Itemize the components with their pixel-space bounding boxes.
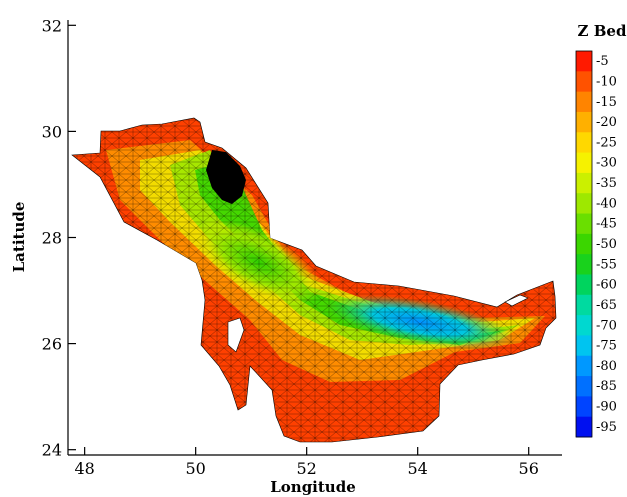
legend-label: -25 — [596, 135, 617, 150]
legend-swatch — [576, 355, 592, 377]
legend-label: -75 — [596, 339, 617, 354]
x-tick-label: 56 — [519, 459, 539, 478]
legend-swatch — [576, 233, 592, 255]
legend-label: -60 — [596, 278, 617, 293]
x-ticks: 48 50 52 54 56 — [74, 447, 539, 478]
x-axis-title: Longitude — [270, 478, 356, 496]
legend-label: -15 — [596, 95, 617, 110]
legend-swatch — [576, 315, 592, 336]
legend-label: -5 — [596, 54, 609, 69]
legend-label: -20 — [596, 115, 617, 130]
legend-label: -50 — [596, 237, 617, 252]
legend-swatch — [576, 335, 592, 357]
legend-label: -35 — [596, 176, 617, 191]
legend-swatch — [576, 213, 592, 235]
legend-swatch — [576, 71, 592, 93]
legend-label: -85 — [596, 379, 617, 394]
legend-label: -40 — [596, 196, 617, 211]
island-shape — [504, 294, 529, 307]
legend-label: -90 — [596, 400, 617, 415]
legend-swatch — [576, 152, 592, 174]
legend-swatch — [576, 172, 592, 194]
y-tick-label: 28 — [42, 229, 62, 248]
legend-swatch — [576, 274, 592, 296]
x-tick-label: 54 — [408, 459, 428, 478]
legend-swatches — [575, 50, 593, 438]
legend-swatch — [576, 193, 592, 215]
legend-swatch — [576, 396, 592, 418]
x-tick-label: 52 — [296, 459, 316, 478]
x-tick-label: 50 — [185, 459, 205, 478]
legend-border — [575, 50, 593, 438]
legend-swatch — [576, 51, 592, 72]
legend-label: -70 — [596, 318, 617, 333]
y-tick-label: 24 — [42, 441, 62, 460]
legend-labels: -5 -10 -15 -20 -25 -30 -35 -40 -45 -50 -55 -60 -65 -7… — [596, 54, 617, 435]
legend-swatch — [576, 376, 592, 397]
y-tick-label: 30 — [42, 122, 62, 141]
legend-swatch — [576, 132, 592, 154]
legend-swatch — [576, 254, 592, 275]
legend-label: -65 — [596, 298, 617, 313]
legend-title: Z Bed — [578, 22, 627, 40]
axes: 48 50 52 54 56 24 26 28 30 32 Longitude Latitude — [10, 16, 562, 496]
colorbar-legend: Z Bed -5 -10 -15 -20 -25 -30 -35 -40 -45 -50 -55 -6… — [575, 22, 627, 438]
legend-label: -80 — [596, 359, 617, 374]
legend-label: -95 — [596, 420, 617, 435]
x-tick-label: 48 — [74, 459, 94, 478]
legend-label: -30 — [596, 156, 617, 171]
y-ticks: 24 26 28 30 32 — [42, 16, 76, 460]
legend-swatch — [576, 111, 592, 133]
island-shape — [227, 317, 245, 353]
legend-swatch — [576, 91, 592, 113]
legend-swatch — [576, 416, 592, 438]
y-tick-label: 32 — [42, 16, 62, 35]
legend-label: -55 — [596, 257, 617, 272]
y-tick-label: 26 — [42, 335, 62, 354]
legend-label: -45 — [596, 217, 617, 232]
legend-label: -10 — [596, 74, 617, 89]
legend-swatch — [576, 294, 592, 316]
y-axis-title: Latitude — [10, 202, 28, 273]
